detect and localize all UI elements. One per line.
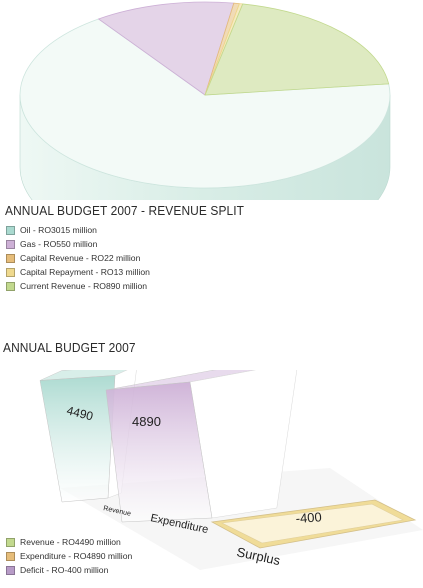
- legend-label: Revenue - RO4490 million: [20, 537, 121, 547]
- value-label-surplus: -400: [295, 509, 322, 526]
- legend-item-expenditure: Expenditure - RO4890 million: [6, 549, 132, 563]
- bars: [39, 370, 298, 523]
- legend-item-oil: Oil - RO3015 million: [6, 223, 150, 237]
- legend-label: Gas - RO550 million: [20, 239, 98, 249]
- tray-inner: [220, 503, 404, 544]
- legend-swatch: [6, 267, 15, 277]
- legend-item-deficit: Deficit - RO-400 million: [6, 563, 132, 577]
- legend-label: Deficit - RO-400 million: [20, 565, 109, 575]
- legend-label: Capital Revenue - RO22 million: [20, 253, 141, 263]
- legend-item-capital-revenue: Capital Revenue - RO22 million: [6, 251, 150, 265]
- budget-title: ANNUAL BUDGET 2007: [3, 340, 136, 355]
- legend-swatch: [6, 253, 15, 263]
- legend-swatch: [6, 537, 15, 547]
- legend-item-capital-repayment: Capital Repayment - RO13 million: [6, 265, 150, 279]
- pie-slices: [19, 1, 391, 189]
- legend-item-gas: Gas - RO550 million: [6, 237, 150, 251]
- legend-swatch: [6, 565, 15, 575]
- revenue-split-title: ANNUAL BUDGET 2007 - REVENUE SPLIT: [5, 203, 245, 218]
- legend-swatch: [6, 281, 15, 291]
- revenue-split-pie-chart: [19, 1, 391, 200]
- legend-label: Current Revenue - RO890 million: [20, 281, 148, 291]
- legend-item-revenue: Revenue - RO4490 million: [6, 535, 132, 549]
- bar-expenditure: [105, 381, 213, 523]
- legend-label: Capital Repayment - RO13 million: [20, 267, 150, 277]
- legend-label: Oil - RO3015 million: [20, 225, 97, 235]
- legend-item-current-revenue: Current Revenue - RO890 million: [6, 279, 150, 293]
- revenue-split-legend: Oil - RO3015 million Gas - RO550 million C…: [6, 223, 150, 293]
- budget-legend: Revenue - RO4490 million Expenditure - RO…: [6, 535, 132, 577]
- legend-swatch: [6, 239, 15, 249]
- pie-slice-gas: [97, 1, 235, 96]
- value-label-expenditure: 4890: [132, 414, 161, 429]
- pie-slice-current-revenue: [204, 3, 390, 96]
- legend-swatch: [6, 225, 15, 235]
- legend-swatch: [6, 551, 15, 561]
- pie-slice-oil: [19, 18, 391, 189]
- bar-revenue: [39, 375, 116, 503]
- value-label-revenue: 4490: [65, 403, 95, 423]
- bar-surplus: [210, 499, 417, 549]
- legend-label: Expenditure - RO4890 million: [20, 551, 133, 561]
